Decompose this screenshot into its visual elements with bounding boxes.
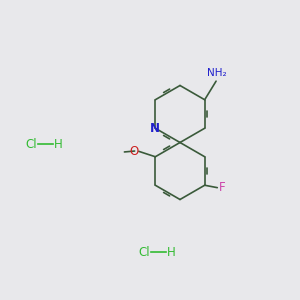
Text: N: N [150, 122, 160, 135]
Text: Cl: Cl [26, 137, 37, 151]
Text: NH₂: NH₂ [207, 68, 226, 78]
Text: H: H [167, 245, 176, 259]
Text: H: H [54, 137, 63, 151]
Text: Cl: Cl [138, 245, 150, 259]
Text: O: O [129, 145, 138, 158]
Text: F: F [219, 181, 226, 194]
